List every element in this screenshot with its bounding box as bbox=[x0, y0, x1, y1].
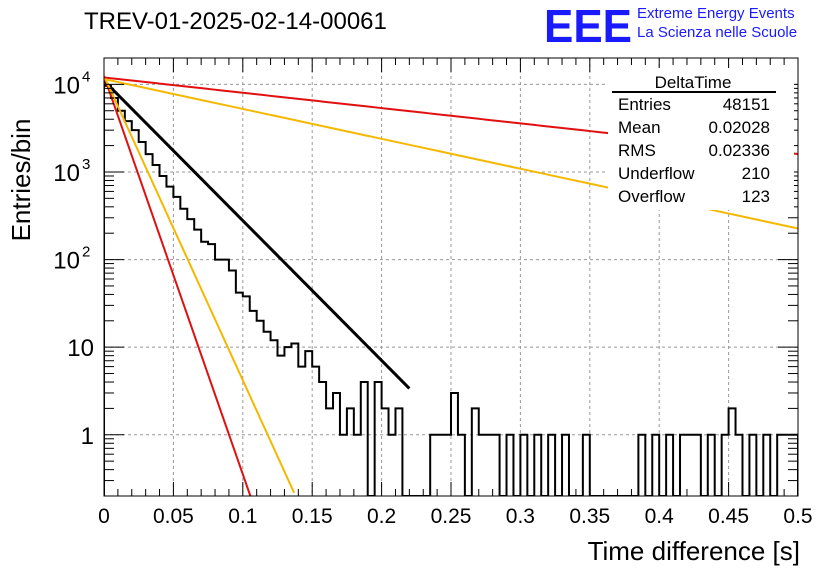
fit-curve-2 bbox=[104, 75, 296, 494]
x-tick-label: 0.4 bbox=[645, 505, 675, 528]
x-tick-label: 0.3 bbox=[506, 505, 535, 528]
x-tick-label: 0 bbox=[98, 505, 110, 528]
y-axis-label: Entries/bin bbox=[6, 119, 36, 242]
y-tick-label: 10 bbox=[67, 335, 94, 362]
stats-value-underflow: 210 bbox=[742, 164, 770, 183]
axis-tick-labels: 0 0.05 0.1 0.15 0.2 0.25 0.3 0.35 0.4 0.45 0.5 1 10 1… bbox=[53, 68, 812, 528]
chart-title: TREV-01-2025-02-14-00061 bbox=[84, 8, 387, 35]
histogram-step bbox=[104, 84, 798, 496]
x-axis-label: Time difference [s] bbox=[588, 536, 800, 566]
x-tick-label: 0.5 bbox=[783, 505, 812, 528]
y-tick-exponent: 3 bbox=[82, 156, 90, 173]
y-tick-label: 1 bbox=[81, 423, 94, 450]
x-tick-label: 0.25 bbox=[431, 505, 472, 528]
x-tick-label: 0.05 bbox=[153, 505, 194, 528]
y-tick-exponent: 2 bbox=[82, 244, 90, 261]
x-tick-label: 0.2 bbox=[367, 505, 396, 528]
x-tick-label: 0.45 bbox=[708, 505, 749, 528]
y-tick-exponent: 4 bbox=[82, 68, 90, 85]
y-tick-label: 10 bbox=[53, 72, 80, 99]
fit-curve-1 bbox=[104, 75, 252, 496]
stats-value-rms: 0.02336 bbox=[709, 141, 770, 160]
stats-value-entries: 48151 bbox=[723, 95, 770, 114]
stats-label-entries: Entries bbox=[618, 95, 671, 114]
eee-logo-mark: EEE bbox=[544, 2, 632, 46]
y-tick-label: 10 bbox=[53, 248, 80, 275]
stats-label-underflow: Underflow bbox=[618, 164, 695, 183]
logo-line-1: Extreme Energy Events bbox=[637, 5, 795, 22]
stats-box: DeltaTime Entries 48151 Mean 0.02028 RMS… bbox=[608, 68, 794, 210]
x-tick-label: 0.15 bbox=[292, 505, 333, 528]
stats-title: DeltaTime bbox=[655, 73, 732, 92]
x-tick-label: 0.35 bbox=[569, 505, 610, 528]
stats-value-overflow: 123 bbox=[742, 187, 770, 206]
logo-line-2: La Scienza nelle Scuole bbox=[637, 24, 798, 41]
y-tick-label: 10 bbox=[53, 160, 80, 187]
histogram bbox=[104, 84, 798, 496]
stats-label-overflow: Overflow bbox=[618, 187, 686, 206]
stats-value-mean: 0.02028 bbox=[709, 118, 770, 137]
stats-label-rms: RMS bbox=[618, 141, 656, 160]
x-tick-label: 0.1 bbox=[228, 505, 257, 528]
eee-logo: EEE bbox=[544, 2, 632, 46]
eee-logo-text: Extreme Energy Events La Scienza nelle S… bbox=[637, 4, 797, 42]
stats-label-mean: Mean bbox=[618, 118, 661, 137]
fit-curve-0 bbox=[104, 79, 411, 390]
